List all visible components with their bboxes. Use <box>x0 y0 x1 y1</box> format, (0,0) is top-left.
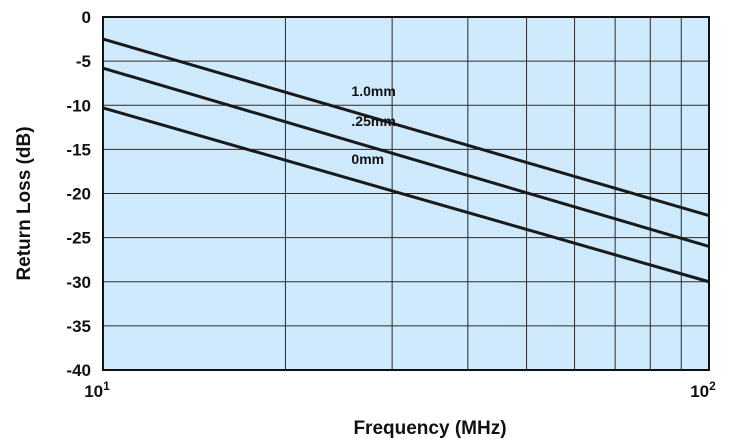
x-tick-label: 101 <box>84 379 110 401</box>
plot-frame <box>102 16 710 371</box>
y-tick-label: -25 <box>66 229 91 248</box>
x-tick-labels: 101 102 <box>84 379 716 401</box>
y-tick-label: 0 <box>82 8 91 27</box>
series-line <box>102 106 710 284</box>
series-label: .25mm <box>351 113 395 129</box>
series-line <box>102 37 710 218</box>
series-label: 0mm <box>351 151 384 167</box>
series-line <box>102 66 710 248</box>
series-labels: 1.0mm .25mm 0mm <box>351 83 395 167</box>
y-tick-label: -5 <box>76 52 91 71</box>
y-tick-label: -35 <box>66 317 91 336</box>
y-tick-label: -20 <box>66 185 91 204</box>
y-axis-title: Return Loss (dB) <box>14 126 35 280</box>
y-tick-label: -15 <box>66 140 91 159</box>
series-label: 1.0mm <box>351 83 395 99</box>
y-tick-label: -30 <box>66 273 91 292</box>
x-axis-title: Frequency (MHz) <box>353 418 506 439</box>
x-tick-label: 102 <box>690 379 716 401</box>
series-lines <box>102 37 710 284</box>
y-tick-label: -40 <box>66 361 91 380</box>
y-tick-labels: 0 -5 -10 -15 -20 -25 -30 -35 -40 <box>66 8 91 380</box>
y-tick-label: -10 <box>66 96 91 115</box>
